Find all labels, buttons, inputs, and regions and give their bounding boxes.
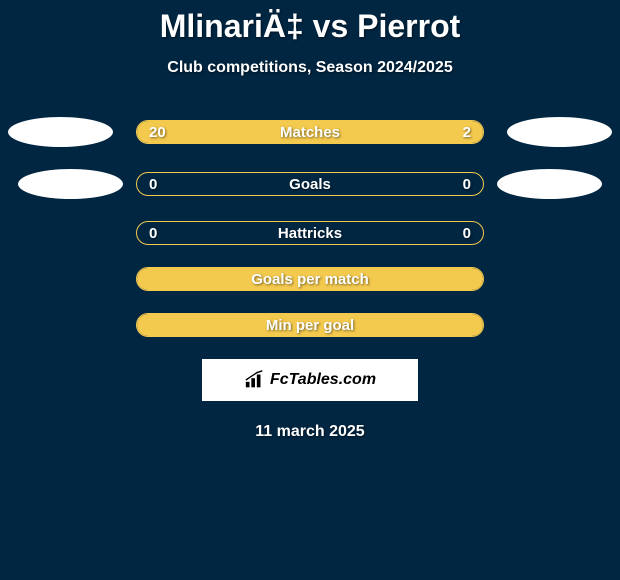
- player-badge-right: [507, 117, 612, 147]
- stat-label: Goals: [137, 173, 483, 195]
- stats-area: 202Matches 00Goals 00Hattricks Goals per ma…: [0, 117, 620, 337]
- stat-label: Hattricks: [137, 222, 483, 244]
- stat-bar: 00Goals: [136, 172, 484, 196]
- stat-row: Goals per match: [0, 267, 620, 291]
- player-badge-right: [497, 169, 602, 199]
- stat-bar: 202Matches: [136, 120, 484, 144]
- logo: FcTables.com: [244, 370, 376, 390]
- logo-text: FcTables.com: [270, 371, 376, 389]
- page-title: MlinariÄ‡ vs Pierrot: [0, 8, 620, 45]
- page-subtitle: Club competitions, Season 2024/2025: [0, 59, 620, 77]
- stat-bar: 00Hattricks: [136, 221, 484, 245]
- player-badge-left: [18, 169, 123, 199]
- stat-label: Min per goal: [137, 314, 483, 336]
- stat-label: Matches: [137, 121, 483, 143]
- stat-bar: Min per goal: [136, 313, 484, 337]
- stat-row: Min per goal: [0, 313, 620, 337]
- comparison-card: MlinariÄ‡ vs Pierrot Club competitions, …: [0, 0, 620, 580]
- date-line: 11 march 2025: [0, 423, 620, 441]
- player-badge-left: [8, 117, 113, 147]
- stat-bar: Goals per match: [136, 267, 484, 291]
- stat-label: Goals per match: [137, 268, 483, 290]
- logo-box[interactable]: FcTables.com: [202, 359, 418, 401]
- stat-row: 00Hattricks: [0, 221, 620, 245]
- stat-row: 202Matches: [0, 117, 620, 147]
- stat-row: 00Goals: [0, 169, 620, 199]
- bar-chart-icon: [244, 370, 266, 390]
